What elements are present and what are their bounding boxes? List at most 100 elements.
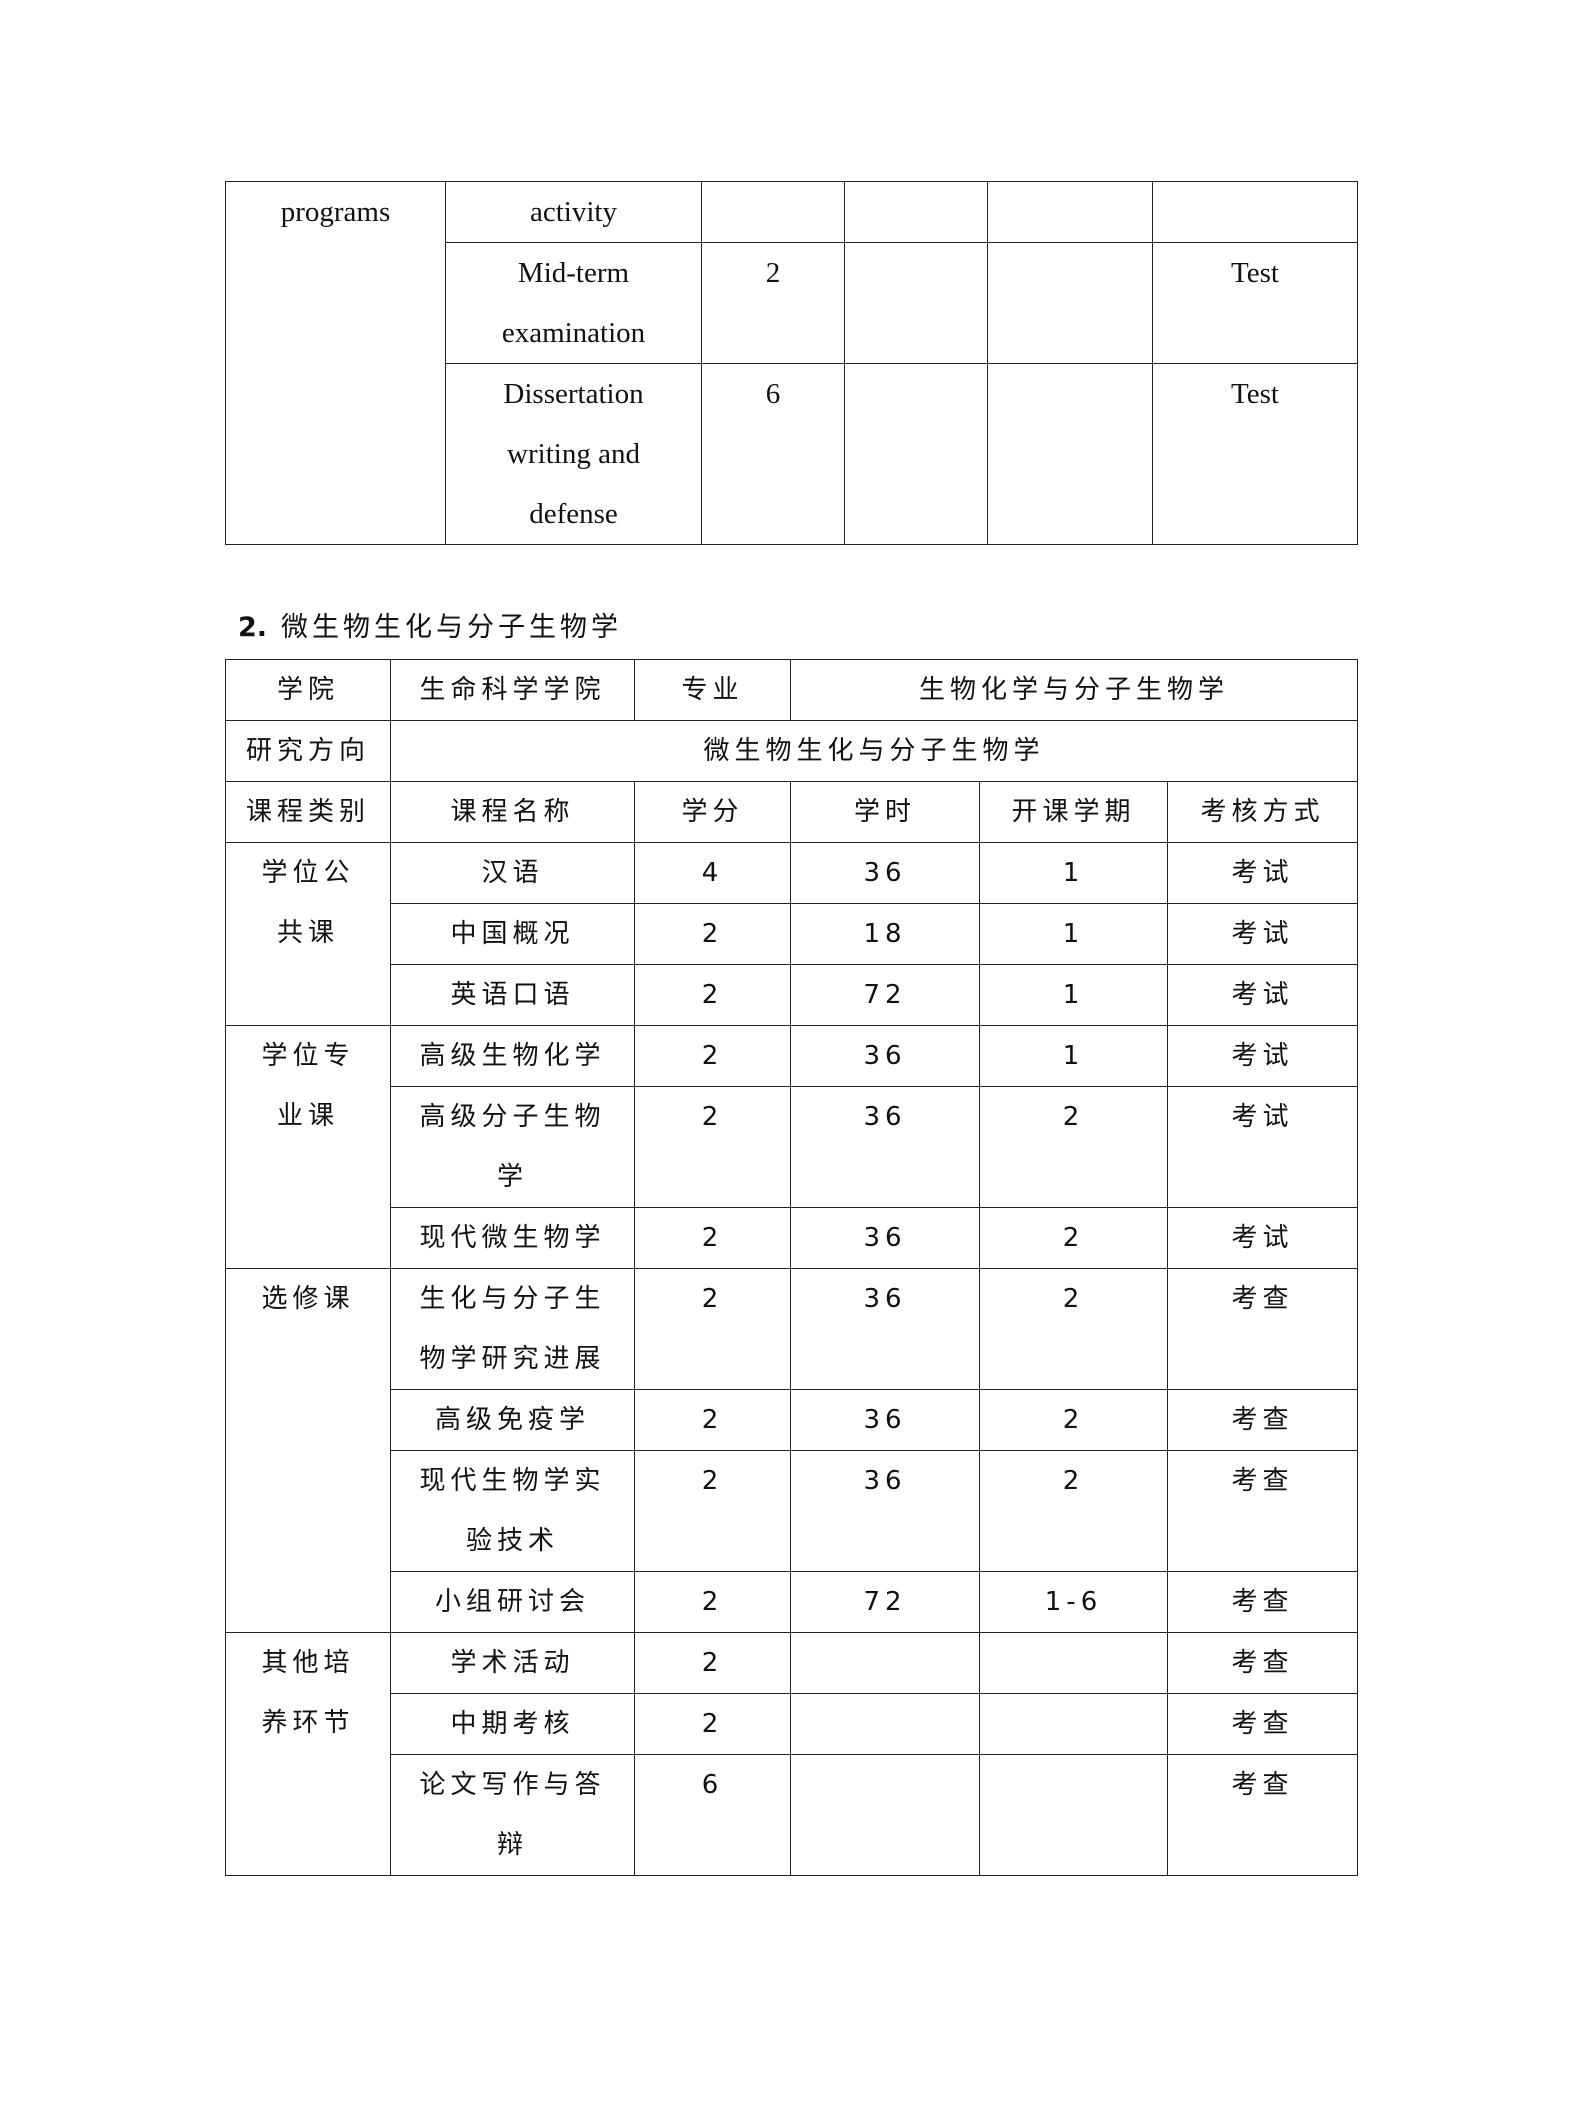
major-label: 专业	[634, 659, 791, 721]
hours	[790, 1693, 980, 1755]
semester: 2	[979, 1086, 1168, 1208]
header-row: 课程类别 课程名称 学分 学时 开课学期 考核方式	[225, 781, 1359, 843]
college-row: 学院 生命科学学院 专业 生物化学与分子生物学	[225, 659, 1359, 721]
semester: 1-6	[979, 1571, 1168, 1633]
table-row: 论文写作与答辩 6 考查	[226, 1754, 1359, 1876]
column-header: 课程类别	[225, 781, 391, 843]
course-name: 高级免疫学	[390, 1389, 635, 1451]
hours: 72	[790, 1571, 980, 1633]
hours: 36	[790, 1389, 980, 1451]
table-row: programs activity	[225, 181, 1358, 545]
semester	[979, 1754, 1168, 1876]
assessment: 考试	[1166, 1207, 1359, 1269]
column-header: 学分	[634, 781, 791, 843]
table-row: 学位公共课 汉语 4 36 1 考试	[225, 842, 1359, 1026]
credits: 2	[634, 1389, 791, 1451]
assessment: 考查	[1166, 1632, 1359, 1694]
section-heading: 2. 微生物生化与分子生物学	[238, 606, 622, 650]
assessment: 考查	[1166, 1268, 1359, 1390]
credits: 2	[634, 1632, 791, 1694]
semester	[987, 181, 1153, 243]
credits: 2	[634, 1268, 791, 1390]
course-name: 生化与分子生物学研究进展	[390, 1268, 635, 1390]
course-name: 现代微生物学	[390, 1207, 635, 1269]
table-row: 英语口语 2 72 1 考试	[226, 964, 1359, 1026]
hours	[844, 181, 988, 243]
hours: 36	[790, 842, 980, 904]
college-value: 生命科学学院	[390, 659, 635, 721]
course-category: programs	[225, 181, 446, 545]
hours: 18	[790, 903, 980, 965]
semester: 2	[979, 1389, 1168, 1451]
column-header: 考核方式	[1166, 781, 1359, 843]
credits: 2	[634, 1086, 791, 1208]
credits: 6	[701, 363, 845, 545]
hours: 36	[790, 1207, 980, 1269]
assessment: 考查	[1166, 1693, 1359, 1755]
course-name: 高级生物化学	[390, 1025, 635, 1087]
section-number: 2.	[238, 612, 268, 643]
assessment: 考试	[1166, 903, 1359, 965]
assessment: 考查	[1166, 1754, 1359, 1876]
course-name: Dissertation writing and defense	[445, 363, 702, 545]
assessment: 考试	[1166, 1086, 1359, 1208]
semester	[979, 1632, 1168, 1694]
semester	[987, 363, 1153, 545]
course-table: 学院 生命科学学院 专业 生物化学与分子生物学 研究方向 微生物生化与分子生物学…	[225, 659, 1359, 1876]
course-category: 学位专业课	[225, 1025, 391, 1269]
table-row: 选修课 生化与分子生物学研究进展 2 36 2 考查	[225, 1268, 1359, 1633]
course-name: 英语口语	[390, 964, 635, 1026]
major-value: 生物化学与分子生物学	[789, 659, 1359, 721]
course-category: 选修课	[225, 1268, 391, 1633]
column-header: 课程名称	[390, 781, 635, 843]
assessment: 考查	[1166, 1450, 1359, 1572]
college-label: 学院	[225, 659, 391, 721]
hours	[844, 363, 988, 545]
semester	[987, 242, 1153, 364]
assessment: Test	[1152, 242, 1358, 364]
hours: 36	[790, 1086, 980, 1208]
course-name: Mid-term examination	[445, 242, 702, 364]
credits: 2	[634, 903, 791, 965]
course-name: 高级分子生物学	[390, 1086, 635, 1208]
column-header: 学时	[790, 781, 980, 843]
table-row: 学位专业课 高级生物化学 2 36 1 考试	[225, 1025, 1359, 1269]
direction-value: 微生物生化与分子生物学	[389, 720, 1359, 782]
hours: 36	[790, 1268, 980, 1390]
credits: 4	[634, 842, 791, 904]
hours	[790, 1632, 980, 1694]
direction-label: 研究方向	[225, 720, 391, 782]
course-name: 中期考核	[390, 1693, 635, 1755]
course-name: 学术活动	[390, 1632, 635, 1694]
table-row: 高级分子生物学 2 36 2 考试	[226, 1086, 1359, 1208]
hours: 72	[790, 964, 980, 1026]
course-name: 现代生物学实验技术	[390, 1450, 635, 1572]
semester: 2	[979, 1207, 1168, 1269]
table-row: 高级免疫学 2 36 2 考查	[226, 1389, 1359, 1451]
semester: 2	[979, 1268, 1168, 1390]
table-row: 小组研讨会 2 72 1-6 考查	[226, 1571, 1359, 1633]
course-category: 学位公共课	[225, 842, 391, 1026]
table-row: 现代微生物学 2 36 2 考试	[226, 1207, 1359, 1269]
course-name: 汉语	[390, 842, 635, 904]
course-category: 其他培养环节	[225, 1632, 391, 1876]
assessment: 考查	[1166, 1389, 1359, 1451]
table-row: Dissertation writing and defense 6 Test	[226, 363, 1358, 545]
hours	[844, 242, 988, 364]
credits: 6	[634, 1754, 791, 1876]
credits: 2	[634, 1450, 791, 1572]
program-table-continued: programs activity Mid-term examination 2 Tes…	[225, 181, 1358, 545]
credits: 2	[634, 964, 791, 1026]
assessment	[1152, 181, 1358, 243]
direction-row: 研究方向 微生物生化与分子生物学	[225, 720, 1359, 782]
semester: 1	[979, 964, 1168, 1026]
table-row: 现代生物学实验技术 2 36 2 考查	[226, 1450, 1359, 1572]
table-row: 其他培养环节 学术活动 2 考查	[225, 1632, 1359, 1876]
credits: 2	[701, 242, 845, 364]
assessment: 考试	[1166, 842, 1359, 904]
semester: 2	[979, 1450, 1168, 1572]
course-name: 中国概况	[390, 903, 635, 965]
assessment: Test	[1152, 363, 1358, 545]
assessment: 考试	[1166, 964, 1359, 1026]
assessment: 考查	[1166, 1571, 1359, 1633]
